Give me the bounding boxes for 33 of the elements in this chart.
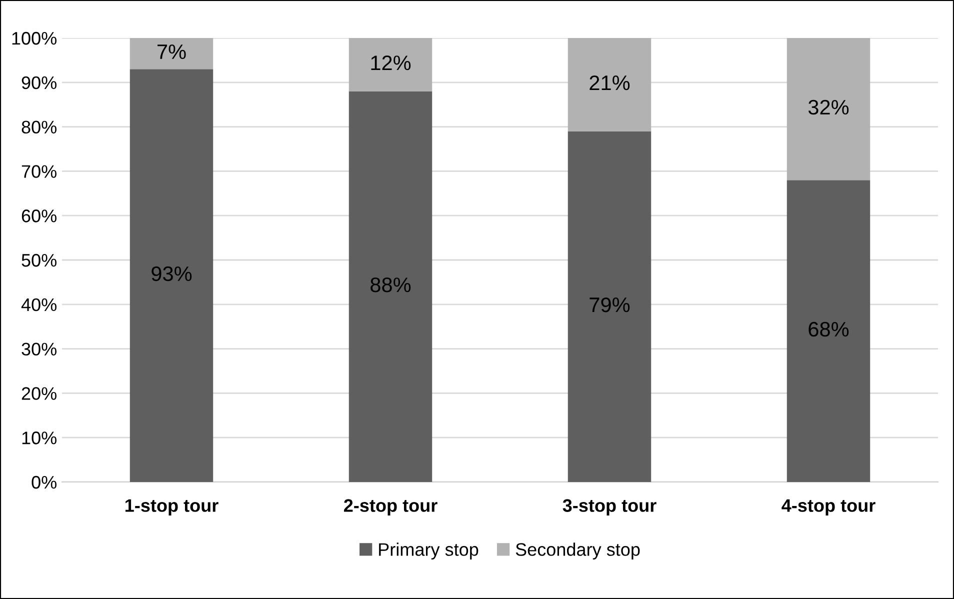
y-tick-label: 30% bbox=[22, 342, 56, 356]
bar bbox=[348, 38, 432, 92]
y-tick-label: 40% bbox=[21, 298, 56, 312]
bar bbox=[786, 180, 870, 482]
data-label: 93% bbox=[152, 266, 192, 282]
bar bbox=[130, 38, 214, 70]
bar bbox=[786, 38, 870, 180]
data-label: 88% bbox=[370, 277, 411, 292]
bar bbox=[130, 69, 214, 482]
data-label: 68% bbox=[808, 322, 849, 337]
data-label: 7% bbox=[158, 44, 186, 60]
y-tick-label: 0% bbox=[32, 476, 56, 489]
y-tick-label: 100% bbox=[12, 32, 56, 45]
y-tick-label: 80% bbox=[22, 120, 56, 134]
x-tick-label: 3-stop tour bbox=[562, 499, 656, 516]
data-label: 79% bbox=[590, 297, 630, 312]
data-label: 12% bbox=[371, 55, 411, 70]
legend-label: Primary stop bbox=[379, 542, 478, 560]
data-label: 32% bbox=[808, 100, 849, 115]
bar bbox=[348, 91, 432, 482]
y-tick-label: 60% bbox=[22, 210, 56, 222]
bar bbox=[568, 38, 652, 132]
y-tick-label: 90% bbox=[22, 76, 56, 90]
y-tick-label: 50% bbox=[22, 254, 56, 267]
y-tick-label: 10% bbox=[22, 432, 56, 444]
bar bbox=[568, 131, 652, 482]
x-tick-label: 4-stop tour bbox=[782, 499, 876, 516]
legend-label: Secondary stop bbox=[516, 542, 640, 560]
data-label: 21% bbox=[590, 75, 630, 90]
x-tick-label: 1-stop tour bbox=[126, 499, 218, 516]
y-tick-label: 70% bbox=[22, 165, 56, 178]
x-tick-label: 2-stop tour bbox=[344, 499, 438, 516]
y-tick-label: 20% bbox=[22, 387, 56, 400]
